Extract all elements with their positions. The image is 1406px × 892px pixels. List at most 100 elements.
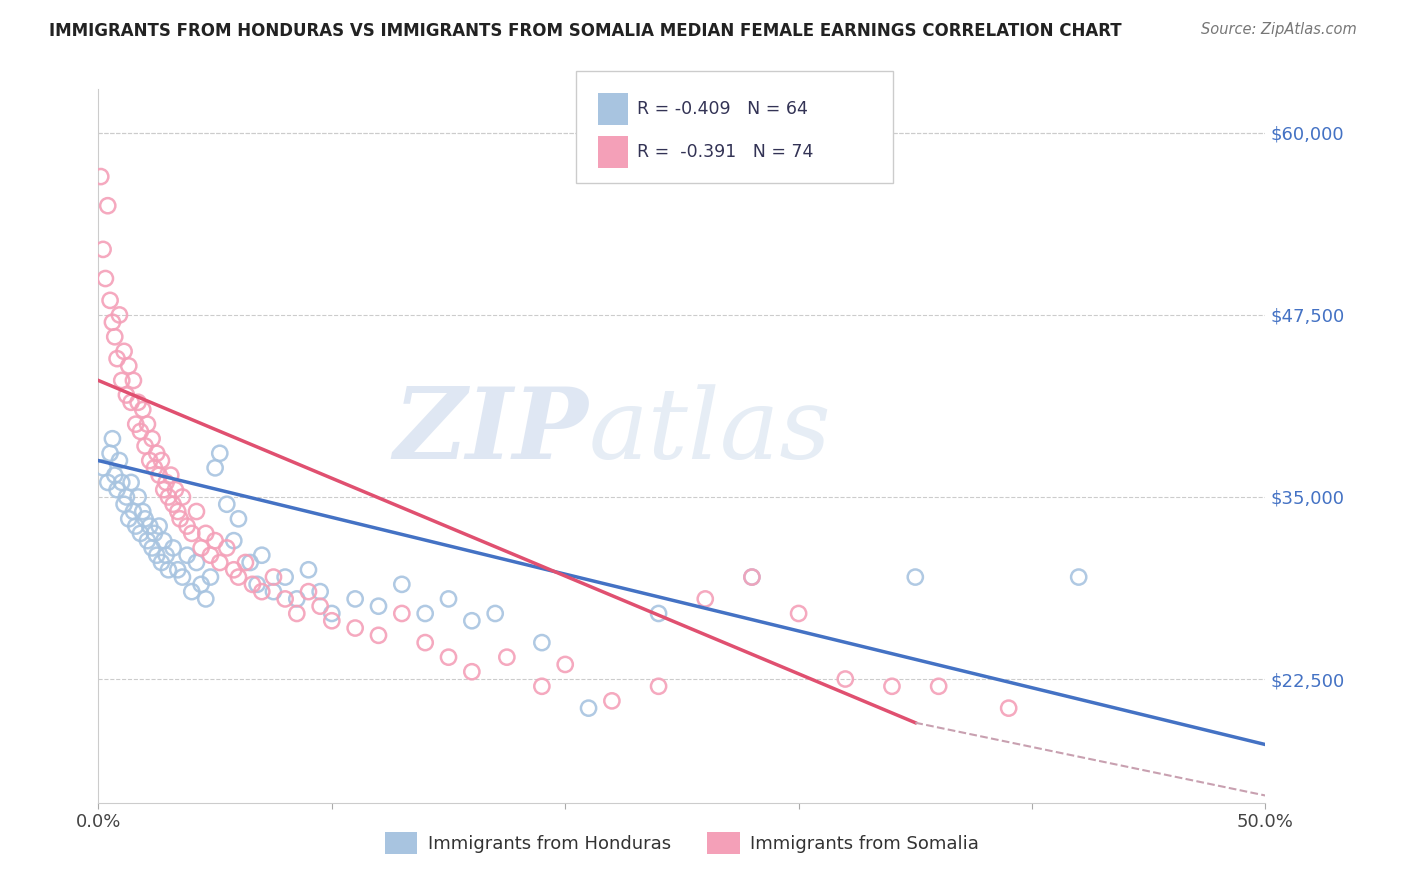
Point [98,446,121,460]
Point [321,607,343,621]
Point [200,548,222,562]
Point [146,548,169,562]
Point [172,490,194,504]
Point [928,679,950,693]
Point [136,533,159,548]
Point [112,497,135,511]
Point [97,199,120,213]
Point [120,395,142,409]
Point [155,475,177,490]
Text: atlas: atlas [589,384,831,479]
Point [150,556,173,570]
Point [246,577,269,591]
Point [437,650,460,665]
Point [880,679,903,693]
Point [413,607,436,621]
Point [148,519,170,533]
Point [194,591,217,606]
Point [285,591,308,606]
Point [391,577,413,591]
Point [344,621,367,635]
Point [647,607,669,621]
Point [101,315,124,329]
Point [162,497,184,511]
Point [118,512,141,526]
Point [94,271,117,285]
Legend: Immigrants from Honduras, Immigrants from Somalia: Immigrants from Honduras, Immigrants fro… [377,825,987,862]
Point [166,504,188,518]
Point [129,425,152,439]
Point [112,344,135,359]
Point [127,490,149,504]
Point [152,483,174,497]
Point [172,570,194,584]
Point [274,570,297,584]
Point [90,169,112,184]
Point [115,388,138,402]
Point [367,599,389,614]
Point [155,548,177,562]
Point [235,556,257,570]
Point [169,512,191,526]
Text: Source: ZipAtlas.com: Source: ZipAtlas.com [1201,22,1357,37]
Point [222,533,245,548]
Point [132,402,155,417]
Point [461,665,484,679]
Point [242,577,264,591]
Point [105,483,128,497]
Point [176,548,198,562]
Point [695,591,717,606]
Point [91,243,114,257]
Point [285,607,308,621]
Point [108,308,131,322]
Point [437,591,460,606]
Point [148,468,170,483]
Point [157,490,180,504]
Point [143,526,166,541]
Point [204,533,226,548]
Point [146,446,169,460]
Point [530,679,553,693]
Point [162,541,184,555]
Point [101,432,124,446]
Point [111,374,134,388]
Text: R = -0.409   N = 64: R = -0.409 N = 64 [637,100,808,118]
Point [141,541,163,555]
Point [496,650,519,665]
Point [111,475,134,490]
Point [215,497,238,511]
Point [262,584,284,599]
Point [139,453,162,467]
Point [104,468,127,483]
Point [904,570,927,584]
Point [250,548,273,562]
Point [484,607,506,621]
Point [741,570,763,584]
Point [228,512,250,526]
Point [122,504,145,518]
Point [190,577,212,591]
Point [139,519,162,533]
Point [125,417,148,432]
Point [367,628,389,642]
Point [165,483,187,497]
Point [239,556,262,570]
Point [215,541,238,555]
Point [132,504,155,518]
Point [150,453,173,467]
Point [554,657,576,672]
Point [530,635,553,649]
Point [186,504,208,518]
Point [787,607,810,621]
Point [262,570,284,584]
Point [176,519,198,533]
Point [997,701,1019,715]
Point [741,570,763,584]
Point [208,556,231,570]
Point [141,432,163,446]
Point [180,526,202,541]
Point [1067,570,1090,584]
Point [134,512,156,526]
Point [228,570,250,584]
Point [180,584,202,599]
